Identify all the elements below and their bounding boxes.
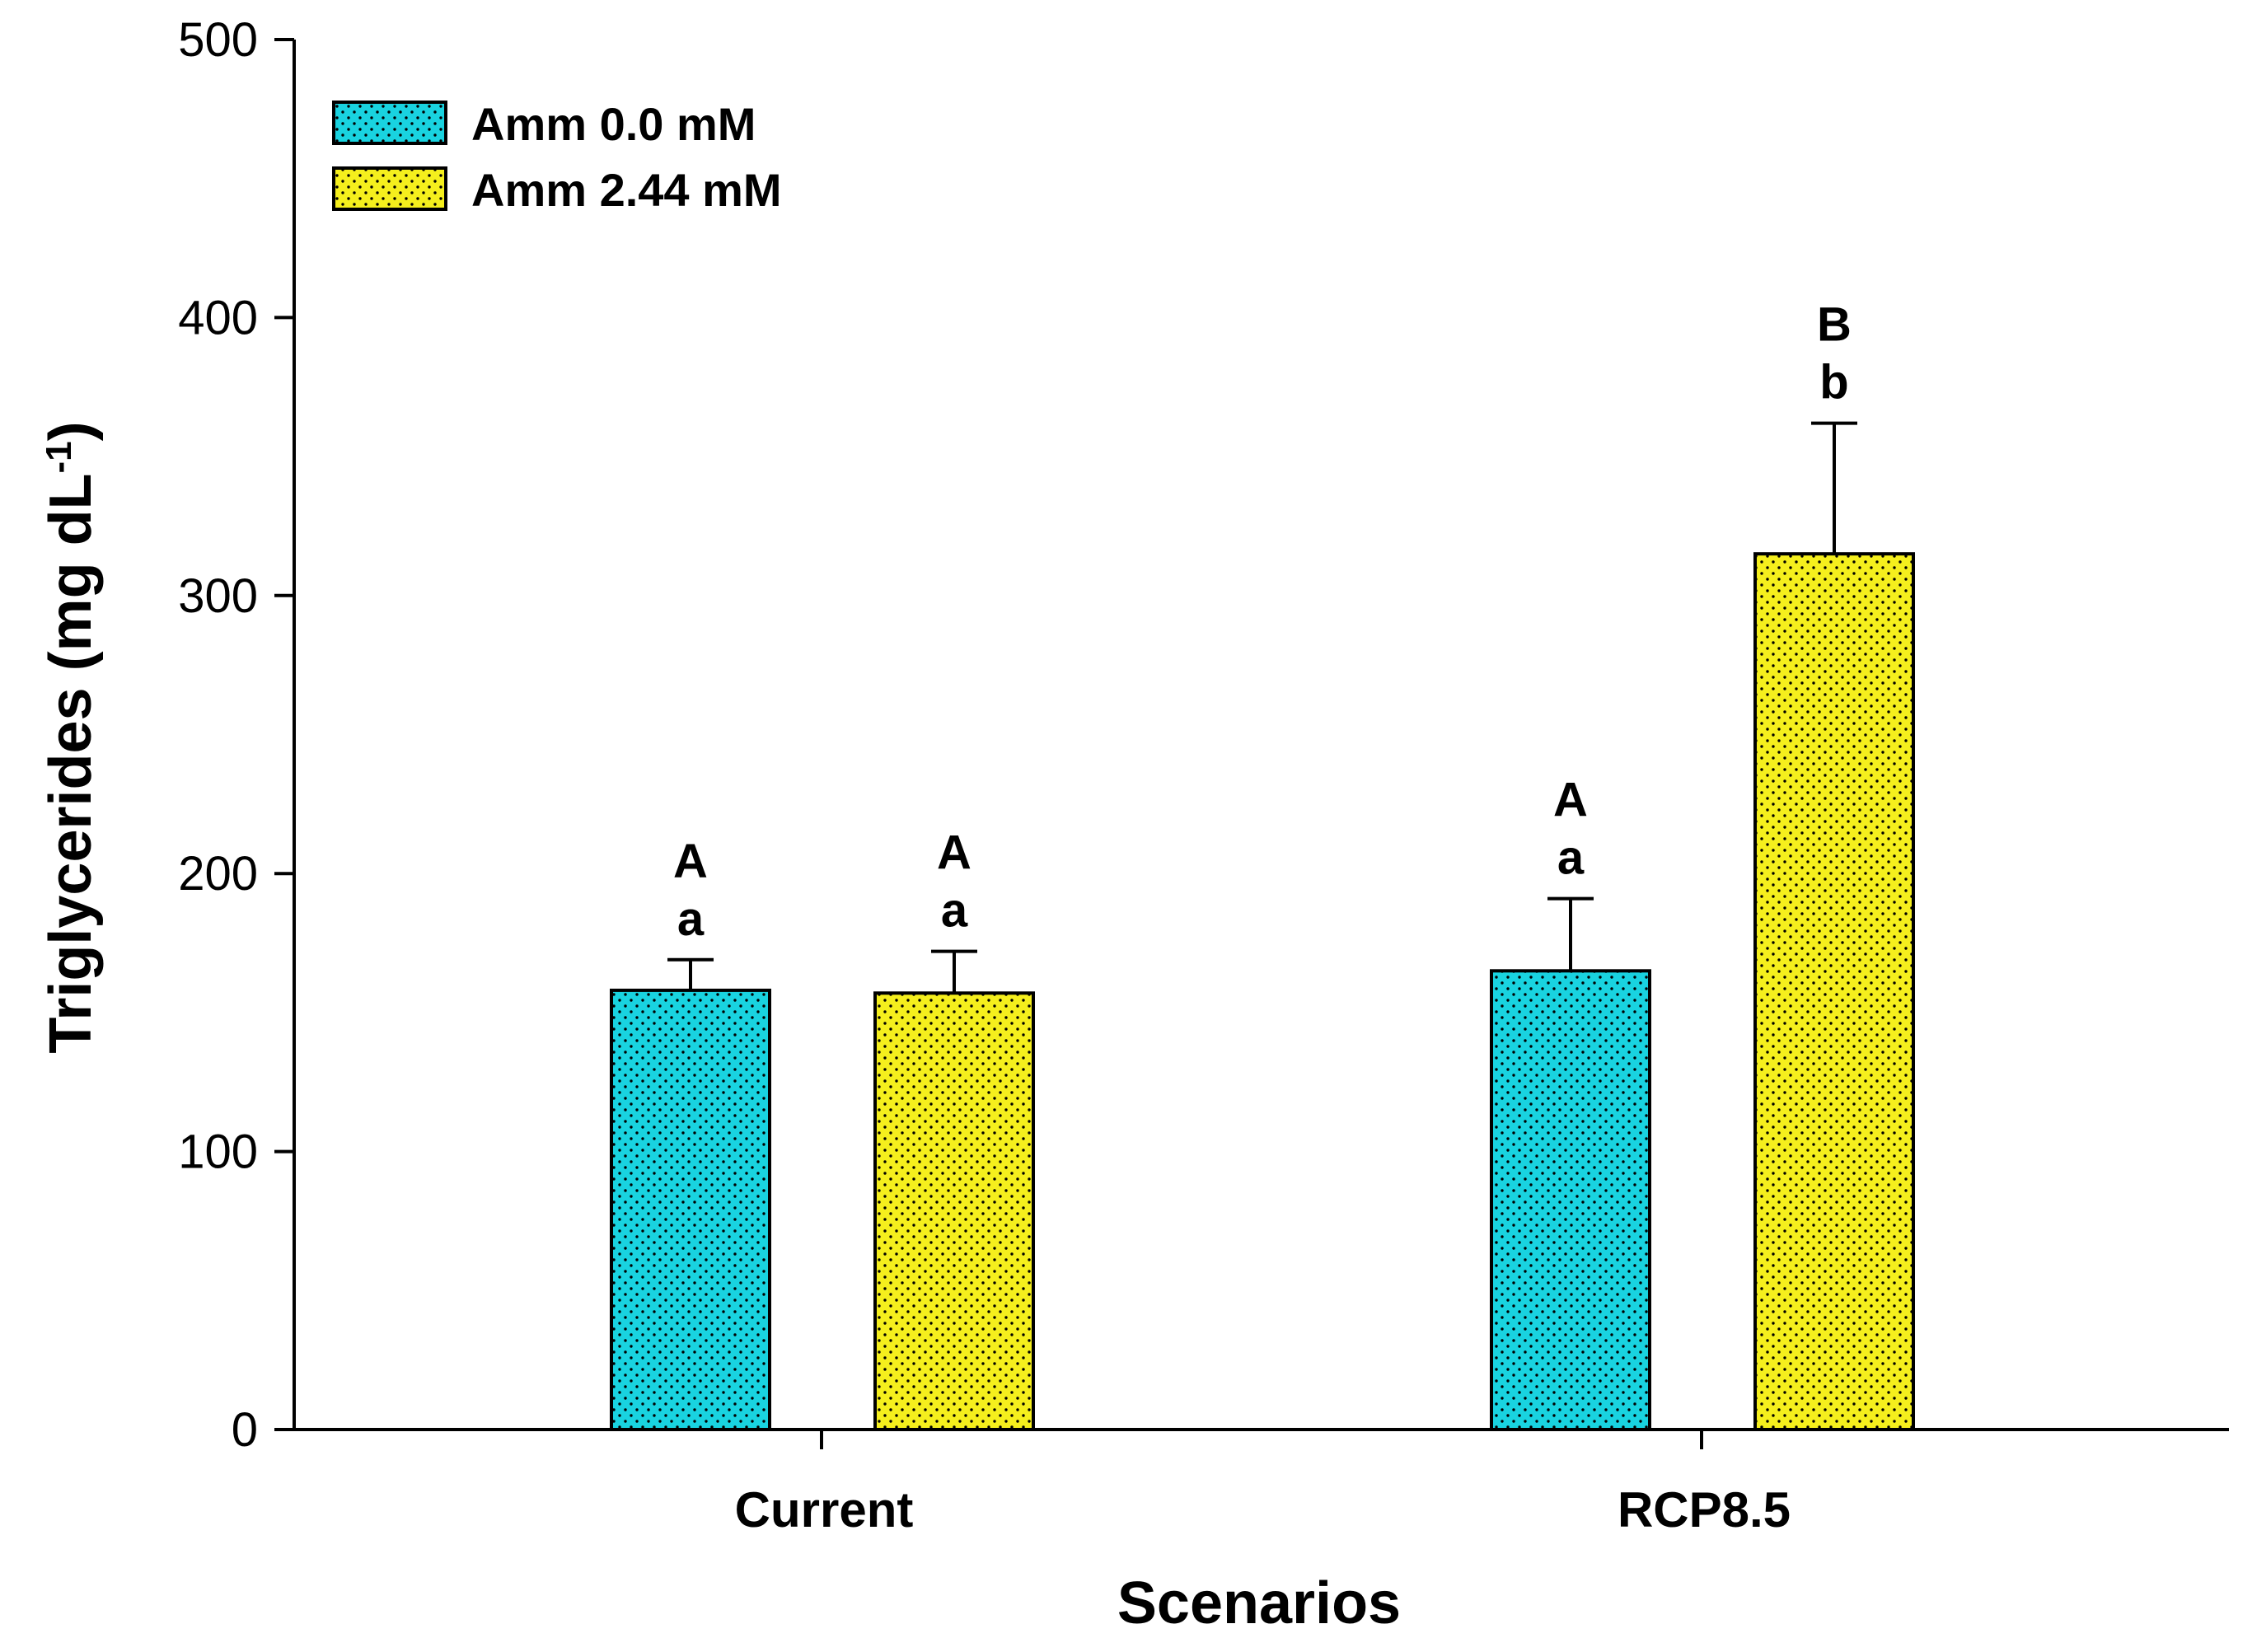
x-tick-label: Current [735,1482,914,1537]
y-axis-title-superscript: -1 [39,441,79,473]
y-tick-label: 200 [178,847,258,901]
y-tick-label: 300 [178,569,258,623]
bar-texture [873,991,1035,1431]
y-tick-label: 400 [178,291,258,344]
legend-entry-0: Amm 0.0 mM [332,98,756,150]
legend-swatch-texture [332,101,447,145]
significance-label-lower: a [677,892,705,946]
significance-label-upper: B [1817,298,1852,352]
significance-label-upper: A [1553,774,1588,827]
error-bars-layer [667,421,1857,994]
y-axis-title-main: Triglycerides (mg dL [38,473,104,1053]
significance-label-upper: A [673,835,708,888]
x-axis-title: Scenarios [1117,1570,1401,1636]
y-tick-label: 0 [232,1403,258,1457]
legend-label-amm-244: Amm 2.44 mM [471,164,782,216]
ticks-layer: 0 100 200 300 400 500 Current RCP8.5 [178,13,1791,1537]
significance-label-lower: a [941,884,968,938]
bars-layer [610,552,1915,1432]
y-axis-title-close: ) [38,421,104,441]
legend-swatch-texture [332,166,447,211]
legend-entry-1: Amm 2.44 mM [332,164,782,216]
x-tick-label: RCP8.5 [1618,1482,1791,1537]
bar-texture [1490,969,1651,1432]
bar-texture [610,988,771,1431]
significance-label-lower: a [1557,831,1585,885]
significance-label-upper: A [937,826,971,880]
y-axis-title: Triglycerides (mg dL-1) [38,421,104,1053]
y-tick-label: 500 [178,13,258,67]
legend: Amm 0.0 mM Amm 2.44 mM [332,98,782,216]
significance-label-lower: b [1819,356,1848,409]
legend-label-amm-0: Amm 0.0 mM [471,98,756,150]
y-tick-label: 100 [178,1126,258,1179]
bar-texture [1753,552,1915,1432]
axes-layer [274,40,2229,1431]
